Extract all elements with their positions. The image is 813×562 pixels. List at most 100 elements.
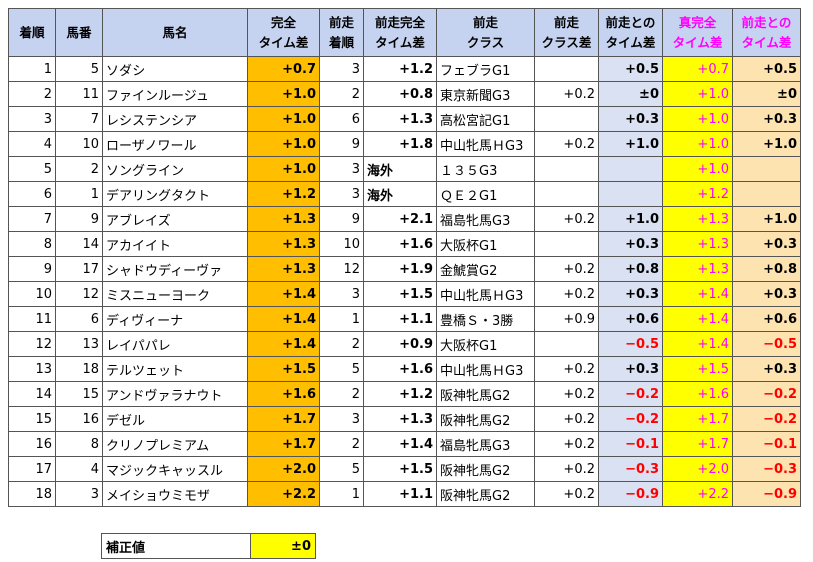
table-cell: +1.0 — [247, 156, 320, 182]
table-cell: +1.0 — [598, 131, 663, 157]
table-cell: １３５G3 — [436, 156, 535, 182]
table-cell: +1.3 — [363, 106, 437, 132]
table-cell: −0.9 — [732, 481, 801, 507]
table-cell: +1.4 — [662, 306, 733, 332]
table-cell: +1.5 — [363, 456, 437, 482]
table-cell: 15 — [55, 381, 103, 407]
table-cell — [732, 181, 801, 207]
table-cell: クリノプレミアム — [102, 431, 248, 457]
table-cell: 高松宮記G1 — [436, 106, 535, 132]
header-cell: 前走との タイム差 — [598, 8, 663, 57]
table-cell: +0.8 — [598, 256, 663, 282]
table-cell: 金鯱賞G2 — [436, 256, 535, 282]
table-cell: +0.3 — [732, 106, 801, 132]
table-cell: +2.0 — [662, 456, 733, 482]
table-cell: ディヴィーナ — [102, 306, 248, 332]
table-cell: +1.9 — [363, 256, 437, 282]
table-cell: +0.2 — [534, 131, 599, 157]
table-cell: フェブラG1 — [436, 56, 535, 82]
header-cell: 前走 クラス — [436, 8, 535, 57]
table-cell: 5 — [8, 156, 56, 182]
table-cell: 18 — [8, 481, 56, 507]
table-cell: +0.3 — [732, 231, 801, 257]
table-cell: ソングライン — [102, 156, 248, 182]
table-cell: +1.3 — [247, 256, 320, 282]
table-row: 16 8 クリノプレミアム +1.7 2 +1.4 福島牝馬G3 +0.2 −0.1 +1.7 −0… — [8, 431, 801, 457]
table-cell: 3 — [319, 56, 364, 82]
table-cell — [534, 231, 599, 257]
table-cell: 9 — [55, 206, 103, 232]
table-cell: +1.7 — [662, 406, 733, 432]
table-cell: 2 — [319, 431, 364, 457]
table-row: 10 12 ミスニューヨーク +1.4 3 +1.5 中山牝馬ＨG3 +0.2 +0.3 +1.4… — [8, 281, 801, 307]
table-cell: 18 — [55, 356, 103, 382]
table-cell — [598, 156, 663, 182]
table-cell — [534, 331, 599, 357]
table-cell: +0.2 — [534, 81, 599, 107]
table-cell: 8 — [8, 231, 56, 257]
table-cell: 2 — [319, 81, 364, 107]
table-cell: +0.8 — [732, 256, 801, 282]
table-cell: 5 — [319, 456, 364, 482]
table-cell: 1 — [319, 481, 364, 507]
table-cell: 7 — [8, 206, 56, 232]
table-cell: +0.2 — [534, 431, 599, 457]
table-cell: +0.3 — [598, 231, 663, 257]
table-cell: +1.0 — [662, 106, 733, 132]
header-cell: 完全 タイム差 — [247, 8, 320, 57]
table-cell: 中山牝馬ＨG3 — [436, 356, 535, 382]
table-cell: 7 — [55, 106, 103, 132]
table-row: 13 18 テルツェット +1.5 5 +1.6 中山牝馬ＨG3 +0.2 +0.3 +1.5 +0… — [8, 356, 801, 382]
table-cell: 阪神牝馬G2 — [436, 381, 535, 407]
table-cell: −0.3 — [598, 456, 663, 482]
table-cell: +1.7 — [247, 406, 320, 432]
table-cell: +0.2 — [534, 206, 599, 232]
table-cell: ソダシ — [102, 56, 248, 82]
table-cell: +2.2 — [247, 481, 320, 507]
table-cell: −0.5 — [598, 331, 663, 357]
table-cell: 4 — [55, 456, 103, 482]
table-cell: +0.6 — [598, 306, 663, 332]
table-row: 6 1 デアリングタクト +1.2 3 海外 ＱＥ２G1 +1.2 — [8, 181, 801, 207]
table-cell: +0.2 — [534, 256, 599, 282]
table-cell: +1.3 — [247, 231, 320, 257]
table-cell: +2.1 — [363, 206, 437, 232]
table-cell: メイショウミモザ — [102, 481, 248, 507]
header-cell: 前走 クラス差 — [534, 8, 599, 57]
table-cell: +1.5 — [662, 356, 733, 382]
table-cell: +1.4 — [662, 331, 733, 357]
table-cell: 阪神牝馬G2 — [436, 481, 535, 507]
table-cell: 10 — [8, 281, 56, 307]
table-cell: 6 — [319, 106, 364, 132]
header-cell: 前走 着順 — [319, 8, 364, 57]
table-cell: デゼル — [102, 406, 248, 432]
table-cell: +2.0 — [247, 456, 320, 482]
table-cell: 6 — [8, 181, 56, 207]
table-cell: 中山牝馬ＨG3 — [436, 131, 535, 157]
table-cell: +1.0 — [732, 131, 801, 157]
table-cell: 12 — [319, 256, 364, 282]
table-cell: +1.8 — [363, 131, 437, 157]
table-cell: アカイイト — [102, 231, 248, 257]
table-cell: +1.5 — [363, 281, 437, 307]
correction-label: 補正値 — [101, 533, 251, 559]
table-cell: 14 — [55, 231, 103, 257]
table-cell: 1 — [55, 181, 103, 207]
table-row: 9 17 シャドウディーヴァ +1.3 12 +1.9 金鯱賞G2 +0.2 +0.8 +1.3 +… — [8, 256, 801, 282]
table-cell — [534, 156, 599, 182]
table-cell: +1.4 — [247, 331, 320, 357]
table-row: 1 5 ソダシ +0.7 3 +1.2 フェブラG1 +0.5 +0.7 +0.5 — [8, 56, 801, 82]
table-cell: 福島牝馬G3 — [436, 431, 535, 457]
table-cell: ＱＥ２G1 — [436, 181, 535, 207]
table-cell: +1.3 — [662, 231, 733, 257]
table-cell: +1.4 — [247, 281, 320, 307]
table-cell: +1.7 — [662, 431, 733, 457]
table-cell: +1.6 — [247, 381, 320, 407]
table-cell: +2.2 — [662, 481, 733, 507]
table-cell: +0.8 — [363, 81, 437, 107]
table-cell: −0.1 — [598, 431, 663, 457]
table-cell: +0.2 — [534, 456, 599, 482]
table-row: 2 11 ファインルージュ +1.0 2 +0.8 東京新聞G3 +0.2 ±0 +1.0 ±0 — [8, 81, 801, 107]
table-row: 15 16 デゼル +1.7 3 +1.3 阪神牝馬G2 +0.2 −0.2 +1.7 −0.2 — [8, 406, 801, 432]
table-cell: アブレイズ — [102, 206, 248, 232]
